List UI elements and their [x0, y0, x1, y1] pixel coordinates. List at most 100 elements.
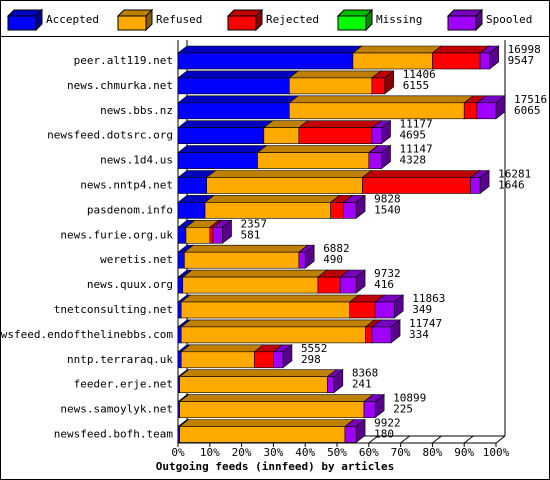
bar — [374, 301, 395, 319]
offered-label: 2357 — [241, 217, 268, 230]
y-tick-label: news.bbs.nz — [100, 104, 173, 117]
bar — [352, 52, 433, 70]
bar — [273, 351, 284, 369]
bar — [288, 77, 373, 95]
bar-top — [177, 95, 300, 104]
x-tick-label: 20% — [232, 446, 252, 459]
bar — [298, 251, 306, 269]
y-tick-label: newsfeed.dotsrc.org — [47, 129, 173, 142]
y-tick-label: tnetconsulting.net — [54, 303, 173, 316]
bar — [206, 177, 363, 194]
bar-top — [180, 319, 376, 328]
y-tick-label: news.furie.org.uk — [60, 228, 173, 241]
accepted-label: 416 — [374, 278, 394, 291]
legend-swatch — [117, 15, 147, 31]
x-tick-label: 40% — [295, 446, 315, 459]
bar — [179, 426, 346, 443]
bar-top — [183, 244, 309, 253]
y-tick-label: pasdenom.info — [87, 203, 173, 216]
bar-top — [180, 344, 265, 353]
bar — [368, 152, 382, 169]
bar — [362, 177, 471, 194]
offered-label: 10899 — [393, 392, 426, 405]
bar-top — [361, 170, 481, 178]
bar-top — [256, 145, 379, 153]
accepted-label: 1646 — [498, 179, 524, 192]
bar — [344, 426, 357, 443]
bar — [463, 102, 478, 120]
offered-label: 11177 — [400, 118, 433, 131]
offered-label: 9828 — [374, 192, 401, 205]
bar — [330, 202, 344, 219]
bar — [177, 351, 182, 369]
offered-label: 6882 — [323, 242, 350, 255]
offered-label: 16281 — [498, 168, 531, 181]
bar — [177, 276, 184, 294]
accepted-label: 490 — [323, 253, 343, 266]
offered-label: 16998 — [508, 43, 541, 56]
x-tick-label: 10% — [200, 446, 220, 459]
bar — [254, 351, 274, 369]
y-tick-label: peer.alt119.net — [74, 54, 173, 67]
accepted-label: 6155 — [403, 79, 430, 92]
bar-top — [205, 170, 373, 178]
bar — [180, 351, 255, 369]
y-tick-label: weretis.net — [100, 253, 173, 266]
bar — [339, 276, 357, 294]
x-tick-label: 70% — [391, 446, 411, 459]
legend-label: Accepted — [46, 13, 99, 26]
accepted-label: 241 — [352, 378, 372, 391]
bar — [257, 152, 370, 169]
bar — [177, 52, 354, 70]
bar — [476, 102, 497, 120]
x-tick — [368, 435, 379, 444]
accepted-label: 4695 — [400, 129, 427, 142]
offered-label: 9732 — [374, 267, 401, 280]
bar — [363, 401, 376, 418]
bar-top — [178, 419, 355, 427]
bar — [212, 227, 223, 244]
bar-top — [181, 269, 328, 278]
x-tick-label: 30% — [263, 446, 283, 459]
legend-label: Missing — [376, 13, 422, 26]
offered-label: 8368 — [352, 367, 379, 380]
offered-label: 9922 — [374, 417, 401, 430]
accepted-label: 349 — [412, 303, 432, 316]
y-tick-label: news.chmurka.net — [67, 79, 173, 92]
bar-top — [178, 394, 374, 402]
offered-label: 11406 — [403, 68, 436, 81]
bar — [371, 326, 392, 344]
bar — [177, 301, 182, 319]
bar — [185, 227, 211, 244]
bar — [263, 127, 300, 144]
bar — [298, 127, 373, 144]
bar-top — [177, 45, 363, 54]
bar — [349, 301, 376, 319]
y-tick-label: newsfeed.bofh.team — [54, 428, 174, 441]
accepted-label: 9547 — [508, 54, 535, 67]
legend-swatch — [227, 15, 257, 31]
x-tick-label: 60% — [359, 446, 379, 459]
bar-top — [204, 195, 341, 203]
accepted-label: 180 — [374, 428, 394, 441]
x-tick — [400, 435, 410, 444]
x-tick — [463, 435, 474, 444]
accepted-label: 581 — [241, 228, 261, 241]
bar — [179, 376, 328, 394]
x-tick-label: 90% — [454, 446, 474, 459]
bar — [288, 102, 465, 120]
bar — [479, 52, 490, 70]
y-tick-label: nntp.terraraq.uk — [67, 353, 173, 366]
bar-top — [297, 120, 382, 128]
bar — [432, 52, 481, 70]
bar — [177, 177, 207, 194]
bar — [317, 276, 341, 294]
y-tick-label: news.nntp4.net — [80, 179, 173, 192]
bar-top — [177, 120, 274, 128]
x-tick-label: 100% — [483, 446, 510, 459]
y-tick-label: news.quux.org — [87, 278, 173, 291]
legend-label: Refused — [156, 13, 202, 26]
y-tick-label: feeder.erje.net — [74, 378, 173, 391]
legend-swatch — [337, 15, 367, 31]
